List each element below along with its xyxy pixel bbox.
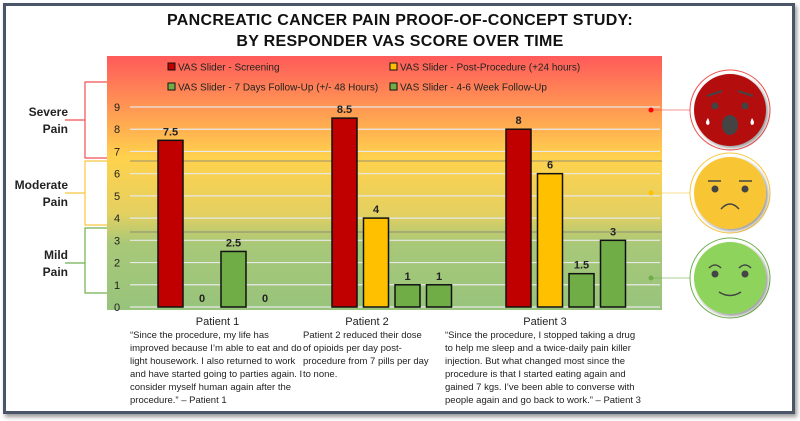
brow (706, 90, 723, 97)
y-tick-label: 6 (114, 169, 120, 181)
y-tick-label: 8 (114, 124, 120, 136)
pain-level-label: Pain (43, 122, 68, 136)
y-tick-label: 1 (114, 280, 120, 292)
data-label: 8.5 (337, 104, 352, 116)
eye (711, 102, 719, 110)
data-label: 1 (436, 271, 442, 283)
eye (741, 102, 749, 110)
bar (157, 139, 184, 308)
smiling-face-icon (648, 237, 771, 319)
y-tick-label: 2 (114, 258, 120, 270)
sad-face-icon (648, 152, 771, 234)
legend-label: VAS Slider - Post-Procedure (+24 hours) (400, 63, 580, 74)
face (694, 157, 766, 229)
legend-swatch (167, 62, 176, 71)
title-line-1: PANCREATIC CANCER PAIN PROOF-OF-CONCEPT … (167, 12, 633, 29)
face (694, 242, 766, 314)
tear (706, 118, 710, 125)
eye (711, 270, 719, 278)
data-label: 6 (547, 160, 553, 172)
legend-label: VAS Slider - 7 Days Follow-Up (+/- 48 Ho… (178, 83, 378, 94)
data-label: 4 (373, 204, 380, 216)
data-label: 2.5 (226, 237, 241, 249)
brow (708, 264, 722, 269)
bar (568, 272, 595, 308)
note-text: “Since the procedure, my life has improv… (130, 330, 303, 406)
connector-dot (648, 107, 654, 113)
data-label: 0 (262, 293, 268, 305)
pain-level-label: Mild (44, 248, 68, 262)
note-text: Patient 2 reduced their dose of opioids … (303, 330, 429, 380)
note-header: Patient 1 (195, 316, 240, 328)
data-label: 1.5 (574, 260, 589, 272)
y-tick-label: 3 (114, 235, 120, 247)
pain-bracket (84, 81, 107, 159)
pain-level-label: Pain (43, 195, 68, 209)
y-tick-label: 9 (114, 102, 120, 114)
legend-swatch (389, 62, 398, 71)
brow (738, 264, 752, 269)
bar (425, 284, 453, 308)
connector-dot (648, 190, 654, 196)
crying-face-icon (648, 69, 771, 151)
bar (505, 128, 532, 308)
connector-dot (648, 275, 654, 281)
note-header: Patient 2 (345, 316, 389, 328)
note-patient-3: Patient 3 “Since the procedure, I stoppe… (445, 316, 645, 407)
note-text: “Since the procedure, I stopped taking a… (445, 330, 641, 406)
mouth (720, 203, 740, 210)
bar (599, 239, 627, 308)
bar (331, 117, 358, 308)
legend-swatch (167, 82, 176, 91)
pain-bracket (84, 160, 107, 226)
eye (741, 185, 749, 193)
y-tick-label: 5 (114, 191, 120, 203)
data-label: 3 (610, 226, 616, 238)
frame (3, 3, 795, 414)
legend-label: VAS Slider - Screening (178, 63, 280, 74)
note-header: Patient 3 (523, 316, 567, 328)
brow (737, 90, 754, 97)
note-patient-1: Patient 1 “Since the procedure, my life … (130, 316, 305, 407)
face (694, 74, 766, 146)
eye (741, 270, 749, 278)
data-label: 1 (404, 271, 410, 283)
y-tick-label: 4 (114, 213, 120, 225)
pain-level-label: Pain (43, 265, 68, 279)
y-tick-label: 7 (114, 146, 120, 158)
data-label: 0 (199, 293, 205, 305)
mouth (718, 291, 742, 297)
legend-swatch (389, 82, 398, 91)
pain-bracket (84, 227, 107, 294)
mouth (722, 115, 738, 135)
tear (750, 118, 754, 125)
data-label: 7.5 (163, 126, 178, 138)
y-tick-label: 0 (114, 302, 120, 314)
legend-label: VAS Slider - 4-6 Week Follow-Up (400, 83, 547, 94)
bar (536, 172, 564, 308)
bar (394, 284, 421, 308)
data-label: 8 (515, 115, 521, 127)
eye (711, 185, 719, 193)
bar (362, 217, 390, 308)
note-patient-2: Patient 2 Patient 2 reduced their dose o… (303, 316, 431, 381)
pain-level-label: Moderate (15, 178, 69, 192)
bar (220, 250, 247, 308)
title-line-2: BY RESPONDER VAS SCORE OVER TIME (236, 33, 564, 50)
pain-level-label: Severe (29, 105, 69, 119)
